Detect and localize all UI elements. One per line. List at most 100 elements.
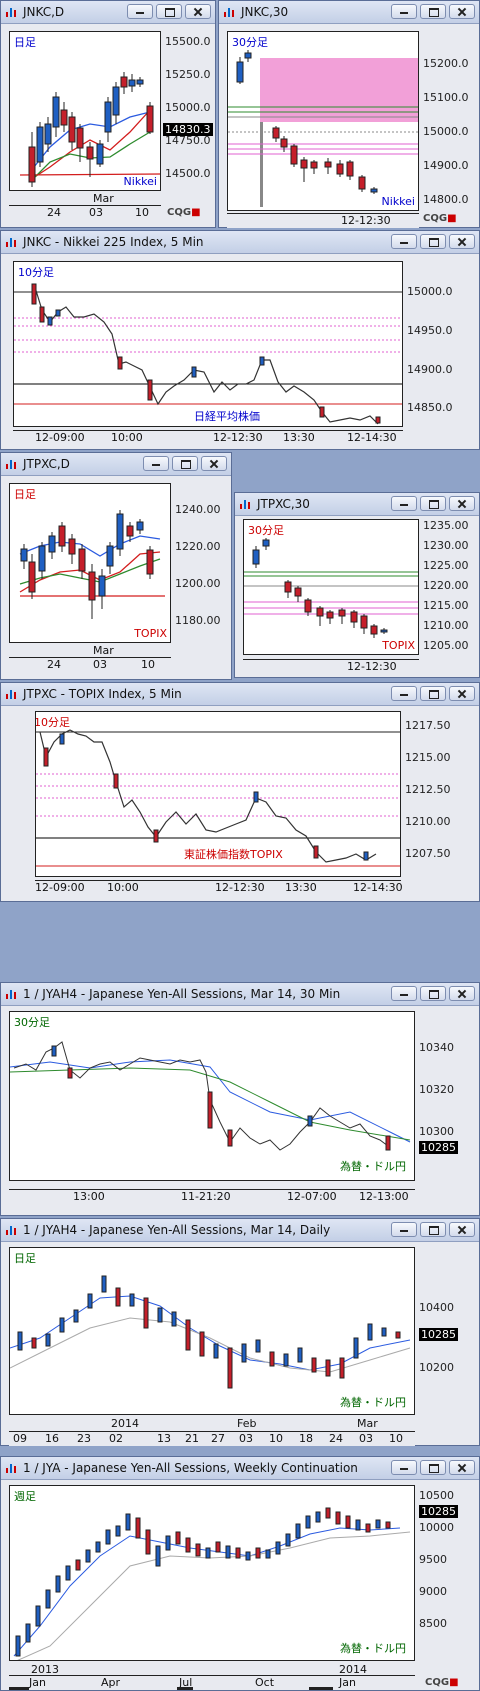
x-axis: 12-09:00 10:00 12-12:30 13:30 12-14:30 [13, 430, 403, 445]
window-title: 1 / JYA - Japanese Yen-All Sessions, Wee… [23, 1461, 358, 1475]
x-tick: 12-13:00 [359, 1190, 409, 1203]
chart-plot[interactable]: 30分足 Nikkei [227, 31, 419, 211]
x-tick: 13:00 [73, 1190, 105, 1203]
candlestick-chart [244, 538, 418, 638]
x-tick: 03 [89, 206, 103, 219]
chart-plot[interactable]: 日足 TOPIX [9, 483, 171, 643]
window-topix-5min[interactable]: JTPXC - TOPIX Index, 5 Min 10分足 東証株価指数TO… [0, 682, 480, 902]
close-button[interactable] [449, 496, 475, 511]
timeframe-label: 30分足 [248, 524, 284, 537]
window-yen-daily[interactable]: 1 / JYAH4 - Japanese Yen-All Sessions, M… [0, 1218, 480, 1446]
close-button[interactable] [449, 1460, 475, 1475]
close-button[interactable] [185, 4, 211, 19]
index-name-label: TOPIX [382, 639, 415, 652]
timeframe-label: 30分足 [232, 36, 268, 49]
window-title: JTPXC,D [23, 457, 70, 471]
close-button[interactable] [449, 686, 475, 701]
maximize-button[interactable] [420, 1222, 446, 1237]
year-label: 2014 [111, 1417, 139, 1430]
minimize-button[interactable] [391, 1460, 417, 1475]
window-topix-daily[interactable]: JTPXC,D [0, 452, 232, 680]
x-tick: Jan [29, 1676, 46, 1689]
chart-plot[interactable]: 30分足 TOPIX [243, 519, 419, 655]
chart-icon [6, 1464, 16, 1473]
window-title: JTPXC - TOPIX Index, 5 Min [23, 687, 182, 701]
minimize-button[interactable] [127, 4, 153, 19]
window-yen-30min[interactable]: 1 / JYAH4 - Japanese Yen-All Sessions, M… [0, 982, 480, 1216]
title-bar[interactable]: 1 / JYAH4 - Japanese Yen-All Sessions, M… [1, 1219, 479, 1242]
x-axis: 12-12:30 [227, 213, 419, 228]
x-tick: 12-12:30 [213, 431, 263, 444]
maximize-button[interactable] [420, 1460, 446, 1475]
window-topix-30min[interactable]: JTPXC,30 30分足 TOPIX [234, 492, 480, 678]
x-axis: 24 03 10 [9, 205, 161, 220]
chart-icon [224, 8, 234, 17]
y-tick: 15000.0 [165, 101, 211, 114]
minimize-button[interactable] [143, 456, 169, 471]
close-button[interactable] [449, 986, 475, 1001]
x-tick: 12-12:30 [341, 214, 391, 227]
y-axis: 1217.50 1215.00 1212.50 1210.00 1207.50 [401, 711, 479, 877]
close-button[interactable] [449, 4, 475, 19]
maximize-button[interactable] [156, 4, 182, 19]
title-bar[interactable]: JNKC,D [1, 1, 215, 24]
y-tick: 15000.0 [423, 125, 469, 138]
close-button[interactable] [201, 456, 227, 471]
title-bar[interactable]: JNKC - Nikkei 225 Index, 5 Min [1, 231, 479, 254]
y-tick: 10320 [419, 1083, 454, 1096]
title-bar[interactable]: JTPXC,30 [235, 493, 479, 516]
maximize-button[interactable] [420, 686, 446, 701]
range-bar [309, 1687, 333, 1690]
y-axis: 10340 10320 10300 [415, 1011, 479, 1181]
last-price-box: 10285 [419, 1505, 458, 1518]
chart-plot[interactable]: 10分足 東証株価指数TOPIX [35, 711, 401, 877]
month-label: Mar [93, 644, 114, 657]
timeframe-label: 日足 [14, 36, 36, 49]
window-jnkc-daily[interactable]: JNKC,D [0, 0, 216, 228]
maximize-button[interactable] [420, 234, 446, 249]
y-tick: 15500.0 [165, 35, 211, 48]
window-yen-weekly[interactable]: 1 / JYA - Japanese Yen-All Sessions, Wee… [0, 1456, 480, 1691]
maximize-button[interactable] [420, 986, 446, 1001]
y-tick: 1230.00 [423, 539, 469, 552]
chart-plot[interactable]: 週足 為替・ドル円 [9, 1485, 415, 1661]
x-tick: 18 [299, 1432, 313, 1445]
chart-plot[interactable]: 日足 Nikkei [9, 31, 161, 191]
window-nikkei-5min[interactable]: JNKC - Nikkei 225 Index, 5 Min 10分足 日経平均… [0, 230, 480, 450]
title-bar[interactable]: JTPXC - TOPIX Index, 5 Min [1, 683, 479, 706]
x-tick: 13:30 [283, 431, 315, 444]
title-bar[interactable]: JNKC,30 [219, 1, 479, 24]
title-bar[interactable]: 1 / JYAH4 - Japanese Yen-All Sessions, M… [1, 983, 479, 1006]
window-jnkc-30min[interactable]: JNKC,30 [218, 0, 480, 228]
x-tick: Jul [179, 1676, 193, 1689]
x-tick: 24 [329, 1432, 343, 1445]
chart-plot[interactable]: 30分足 為替・ドル円 [9, 1011, 415, 1181]
x-tick: 11-21:20 [181, 1190, 231, 1203]
candlestick-chart [10, 1041, 411, 1151]
title-bar[interactable]: JTPXC,D [1, 453, 231, 476]
maximize-button[interactable] [172, 456, 198, 471]
y-tick: 1200.00 [175, 577, 221, 590]
maximize-button[interactable] [420, 496, 446, 511]
y-tick: 1210.00 [405, 815, 451, 828]
title-bar[interactable]: 1 / JYA - Japanese Yen-All Sessions, Wee… [1, 1457, 479, 1480]
minimize-button[interactable] [391, 4, 417, 19]
minimize-button[interactable] [391, 986, 417, 1001]
minimize-button[interactable] [391, 496, 417, 511]
close-button[interactable] [449, 1222, 475, 1237]
y-tick: 1217.50 [405, 719, 451, 732]
minimize-button[interactable] [391, 686, 417, 701]
y-tick: 15100.0 [423, 91, 469, 104]
timeframe-label: 週足 [14, 1490, 36, 1503]
y-tick: 10340 [419, 1041, 454, 1054]
minimize-button[interactable] [391, 234, 417, 249]
index-name-label: TOPIX [134, 627, 167, 640]
chart-plot[interactable]: 日足 為替・ドル円 [9, 1247, 415, 1415]
window-title: 1 / JYAH4 - Japanese Yen-All Sessions, M… [23, 1223, 331, 1237]
maximize-button[interactable] [420, 4, 446, 19]
close-button[interactable] [449, 234, 475, 249]
minimize-button[interactable] [391, 1222, 417, 1237]
x-tick: 10 [389, 1432, 403, 1445]
chart-plot[interactable]: 10分足 日経平均株価 [13, 261, 403, 427]
chart-icon [240, 500, 250, 509]
